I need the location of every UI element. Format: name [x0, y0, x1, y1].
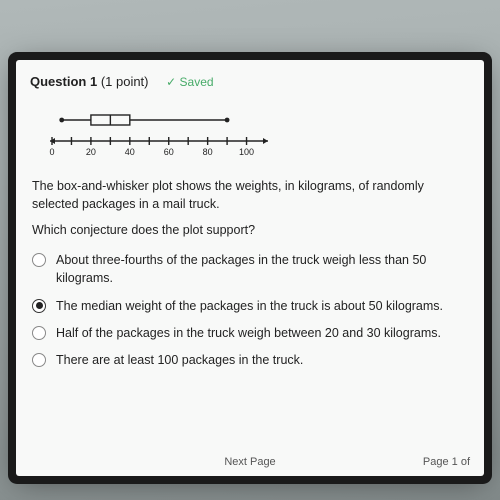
- svg-text:100: 100: [239, 147, 254, 157]
- choice-text: Half of the packages in the truck weigh …: [56, 324, 441, 342]
- question-prompt: Which conjecture does the plot support?: [32, 223, 468, 237]
- saved-indicator: Saved: [166, 75, 213, 89]
- radio-icon[interactable]: [32, 253, 46, 267]
- page-indicator: Page 1 of: [392, 456, 470, 468]
- svg-text:80: 80: [203, 147, 213, 157]
- choice-row[interactable]: There are at least 100 packages in the t…: [32, 351, 468, 369]
- page-footer: Next Page Page 1 of: [30, 456, 470, 468]
- choice-text: The median weight of the packages in the…: [56, 297, 443, 315]
- choice-row[interactable]: Half of the packages in the truck weigh …: [32, 324, 468, 342]
- question-label: Question 1: [30, 74, 97, 89]
- quiz-screen: Question 1 (1 point) Saved 020406080100 …: [16, 60, 484, 476]
- radio-icon[interactable]: [32, 299, 46, 313]
- choice-text: There are at least 100 packages in the t…: [56, 351, 303, 369]
- boxplot-svg: 0 20 40 60 80 100: [44, 101, 274, 163]
- svg-text:20: 20: [86, 147, 96, 157]
- choice-row[interactable]: The median weight of the packages in the…: [32, 297, 468, 315]
- choice-list: About three-fourths of the packages in t…: [32, 251, 468, 369]
- svg-text:60: 60: [164, 147, 174, 157]
- choice-row[interactable]: About three-fourths of the packages in t…: [32, 251, 468, 287]
- choice-text: About three-fourths of the packages in t…: [56, 251, 468, 287]
- radio-icon[interactable]: [32, 353, 46, 367]
- svg-text:0: 0: [49, 147, 54, 157]
- svg-text:40: 40: [125, 147, 135, 157]
- question-points: (1 point): [101, 74, 149, 89]
- question-header: Question 1 (1 point) Saved: [30, 74, 470, 89]
- next-page-link[interactable]: Next Page: [108, 456, 392, 468]
- paper-area: Question 1 (1 point) Saved 020406080100 …: [30, 74, 470, 466]
- boxplot: 0 20 40 60 80 100: [44, 101, 470, 163]
- question-stem: The box-and-whisker plot shows the weigh…: [32, 177, 468, 213]
- radio-icon[interactable]: [32, 326, 46, 340]
